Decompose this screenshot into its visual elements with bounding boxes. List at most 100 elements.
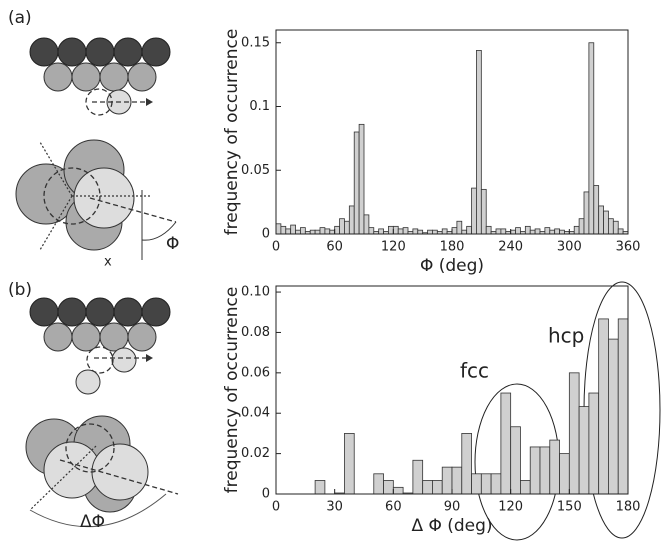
bar [588,392,600,495]
bar [300,227,306,235]
bar [451,466,463,495]
bar [573,225,580,235]
bar [617,228,624,235]
bar [339,218,345,235]
plot-frame [275,29,629,235]
bar [608,338,619,495]
bar [402,227,409,235]
bar [334,225,340,235]
y-axis-label: frequency of occurrence [222,287,242,494]
bar [319,227,326,235]
bar [295,229,301,235]
x-tick-label: 300 [557,240,582,255]
bar [344,220,350,235]
bar [456,220,463,235]
bar [500,392,512,495]
x-axis-label: Φ (deg) [420,256,484,276]
bar [524,225,531,235]
bar [432,229,438,235]
diagram-label: Φ [166,234,179,254]
bar [285,228,292,235]
bar [480,188,487,235]
bar [441,228,448,235]
x-tick-label: 120 [381,240,406,255]
bar [392,486,404,495]
bar [529,229,536,235]
annotation: fcc [460,359,489,383]
bar [290,224,296,235]
annotation: hcp [548,324,584,348]
bar [510,229,516,235]
y-tick-label: 0 [262,487,270,502]
x-tick-label: 60 [385,500,402,515]
y-tick-label: 0.06 [241,365,270,380]
y-tick-label: 0.10 [241,285,270,300]
bar [559,229,565,235]
x-tick-label: 90 [444,500,461,515]
y-tick-label: 0.05 [241,163,270,178]
bar [397,228,404,235]
bar [485,225,492,235]
x-tick-label: 180 [440,240,465,255]
x-tick-label: 0 [272,240,280,255]
bar [554,228,560,235]
bar [358,123,365,235]
y-tick-label: 0.1 [249,99,270,114]
bar [422,480,433,495]
bar [549,439,560,495]
bar [314,480,326,495]
bar [608,218,614,235]
bar [314,229,321,235]
diagram-label: ΔΦ [80,512,105,532]
bar [510,426,521,495]
bar [520,480,531,495]
x-tick-label: 0 [272,500,280,515]
bar [495,228,502,235]
panel-label: (a) [8,8,32,28]
bar [583,191,590,235]
bar [412,459,424,495]
bar [603,210,609,235]
bar [612,220,619,235]
diagram-a: x Φ [15,37,179,270]
x-tick-label: 180 [616,500,641,515]
y-tick-label: 0.08 [241,325,270,340]
x-tick-label: 150 [557,500,582,515]
x-tick-label: 30 [326,500,343,515]
bar [598,205,604,235]
bar [544,227,551,235]
bar [383,480,394,495]
x-tick-label: 240 [498,240,523,255]
bar [363,214,370,235]
bar [275,223,282,235]
bar [348,205,355,235]
bar [578,406,590,495]
y-tick-label: 0.02 [241,446,270,461]
bar [534,228,541,235]
bar [593,185,600,235]
bar [432,480,443,495]
y-axis-label: frequency of occurrence [222,29,242,236]
diagram-label: x [104,255,112,270]
bar [461,433,472,495]
bar [353,131,360,235]
bar [471,187,477,235]
bar [388,225,394,235]
bar [412,228,419,235]
x-tick-label: 120 [498,500,523,515]
bar [539,446,551,495]
bar [324,228,331,235]
bar [466,225,472,235]
bar [490,473,502,495]
panel-label: (b) [8,280,32,300]
bar [549,229,556,235]
x-axis-label: Δ Φ (deg) [411,516,492,536]
y-tick-label: 0.15 [241,35,270,50]
bar [461,229,468,235]
diagram-b: ΔΦ [25,297,179,532]
bar [378,228,384,235]
bar [471,473,482,495]
bar [529,446,541,495]
bar [309,229,316,235]
